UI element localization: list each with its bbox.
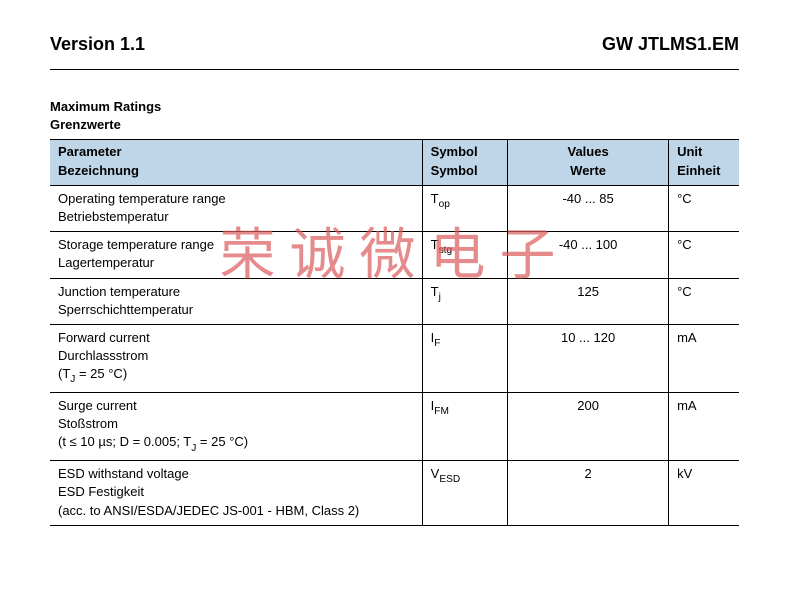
section-title-en: Maximum Ratings: [50, 98, 739, 116]
cell-symbol: Tstg: [422, 232, 507, 278]
section-title-de: Grenzwerte: [50, 116, 739, 134]
cell-value: 2: [508, 461, 669, 526]
cell-unit: °C: [669, 278, 739, 324]
table-row: Surge currentStoßstrom(t ≤ 10 µs; D = 0.…: [50, 393, 739, 461]
cell-value: 10 ... 120: [508, 324, 669, 392]
table-row: ESD withstand voltageESD Festigkeit(acc.…: [50, 461, 739, 526]
cell-parameter: Operating temperature rangeBetriebstempe…: [50, 185, 422, 231]
cell-symbol: IFM: [422, 393, 507, 461]
col-values: Values Werte: [508, 140, 669, 186]
section-title: Maximum Ratings Grenzwerte: [50, 98, 739, 133]
cell-parameter: ESD withstand voltageESD Festigkeit(acc.…: [50, 461, 422, 526]
table-header-row: Parameter Bezeichnung Symbol Symbol Valu…: [50, 140, 739, 186]
cell-symbol: IF: [422, 324, 507, 392]
table-row: Operating temperature rangeBetriebstempe…: [50, 185, 739, 231]
cell-value: 200: [508, 393, 669, 461]
cell-symbol: Top: [422, 185, 507, 231]
cell-unit: mA: [669, 324, 739, 392]
cell-unit: °C: [669, 185, 739, 231]
version-label: Version 1.1: [50, 34, 145, 55]
ratings-table: Parameter Bezeichnung Symbol Symbol Valu…: [50, 139, 739, 526]
part-number: GW JTLMS1.EM: [602, 34, 739, 55]
cell-parameter: Surge currentStoßstrom(t ≤ 10 µs; D = 0.…: [50, 393, 422, 461]
cell-value: -40 ... 100: [508, 232, 669, 278]
cell-unit: kV: [669, 461, 739, 526]
cell-parameter: Storage temperature rangeLagertemperatur: [50, 232, 422, 278]
page-header: Version 1.1 GW JTLMS1.EM: [50, 34, 739, 70]
table-row: Junction temperatureSperrschichttemperat…: [50, 278, 739, 324]
col-symbol: Symbol Symbol: [422, 140, 507, 186]
table-row: Storage temperature rangeLagertemperatur…: [50, 232, 739, 278]
col-unit: Unit Einheit: [669, 140, 739, 186]
cell-unit: mA: [669, 393, 739, 461]
cell-value: 125: [508, 278, 669, 324]
cell-symbol: Tj: [422, 278, 507, 324]
cell-parameter: Junction temperatureSperrschichttemperat…: [50, 278, 422, 324]
cell-parameter: Forward currentDurchlassstrom(TJ = 25 °C…: [50, 324, 422, 392]
cell-value: -40 ... 85: [508, 185, 669, 231]
col-parameter: Parameter Bezeichnung: [50, 140, 422, 186]
cell-symbol: VESD: [422, 461, 507, 526]
cell-unit: °C: [669, 232, 739, 278]
table-row: Forward currentDurchlassstrom(TJ = 25 °C…: [50, 324, 739, 392]
